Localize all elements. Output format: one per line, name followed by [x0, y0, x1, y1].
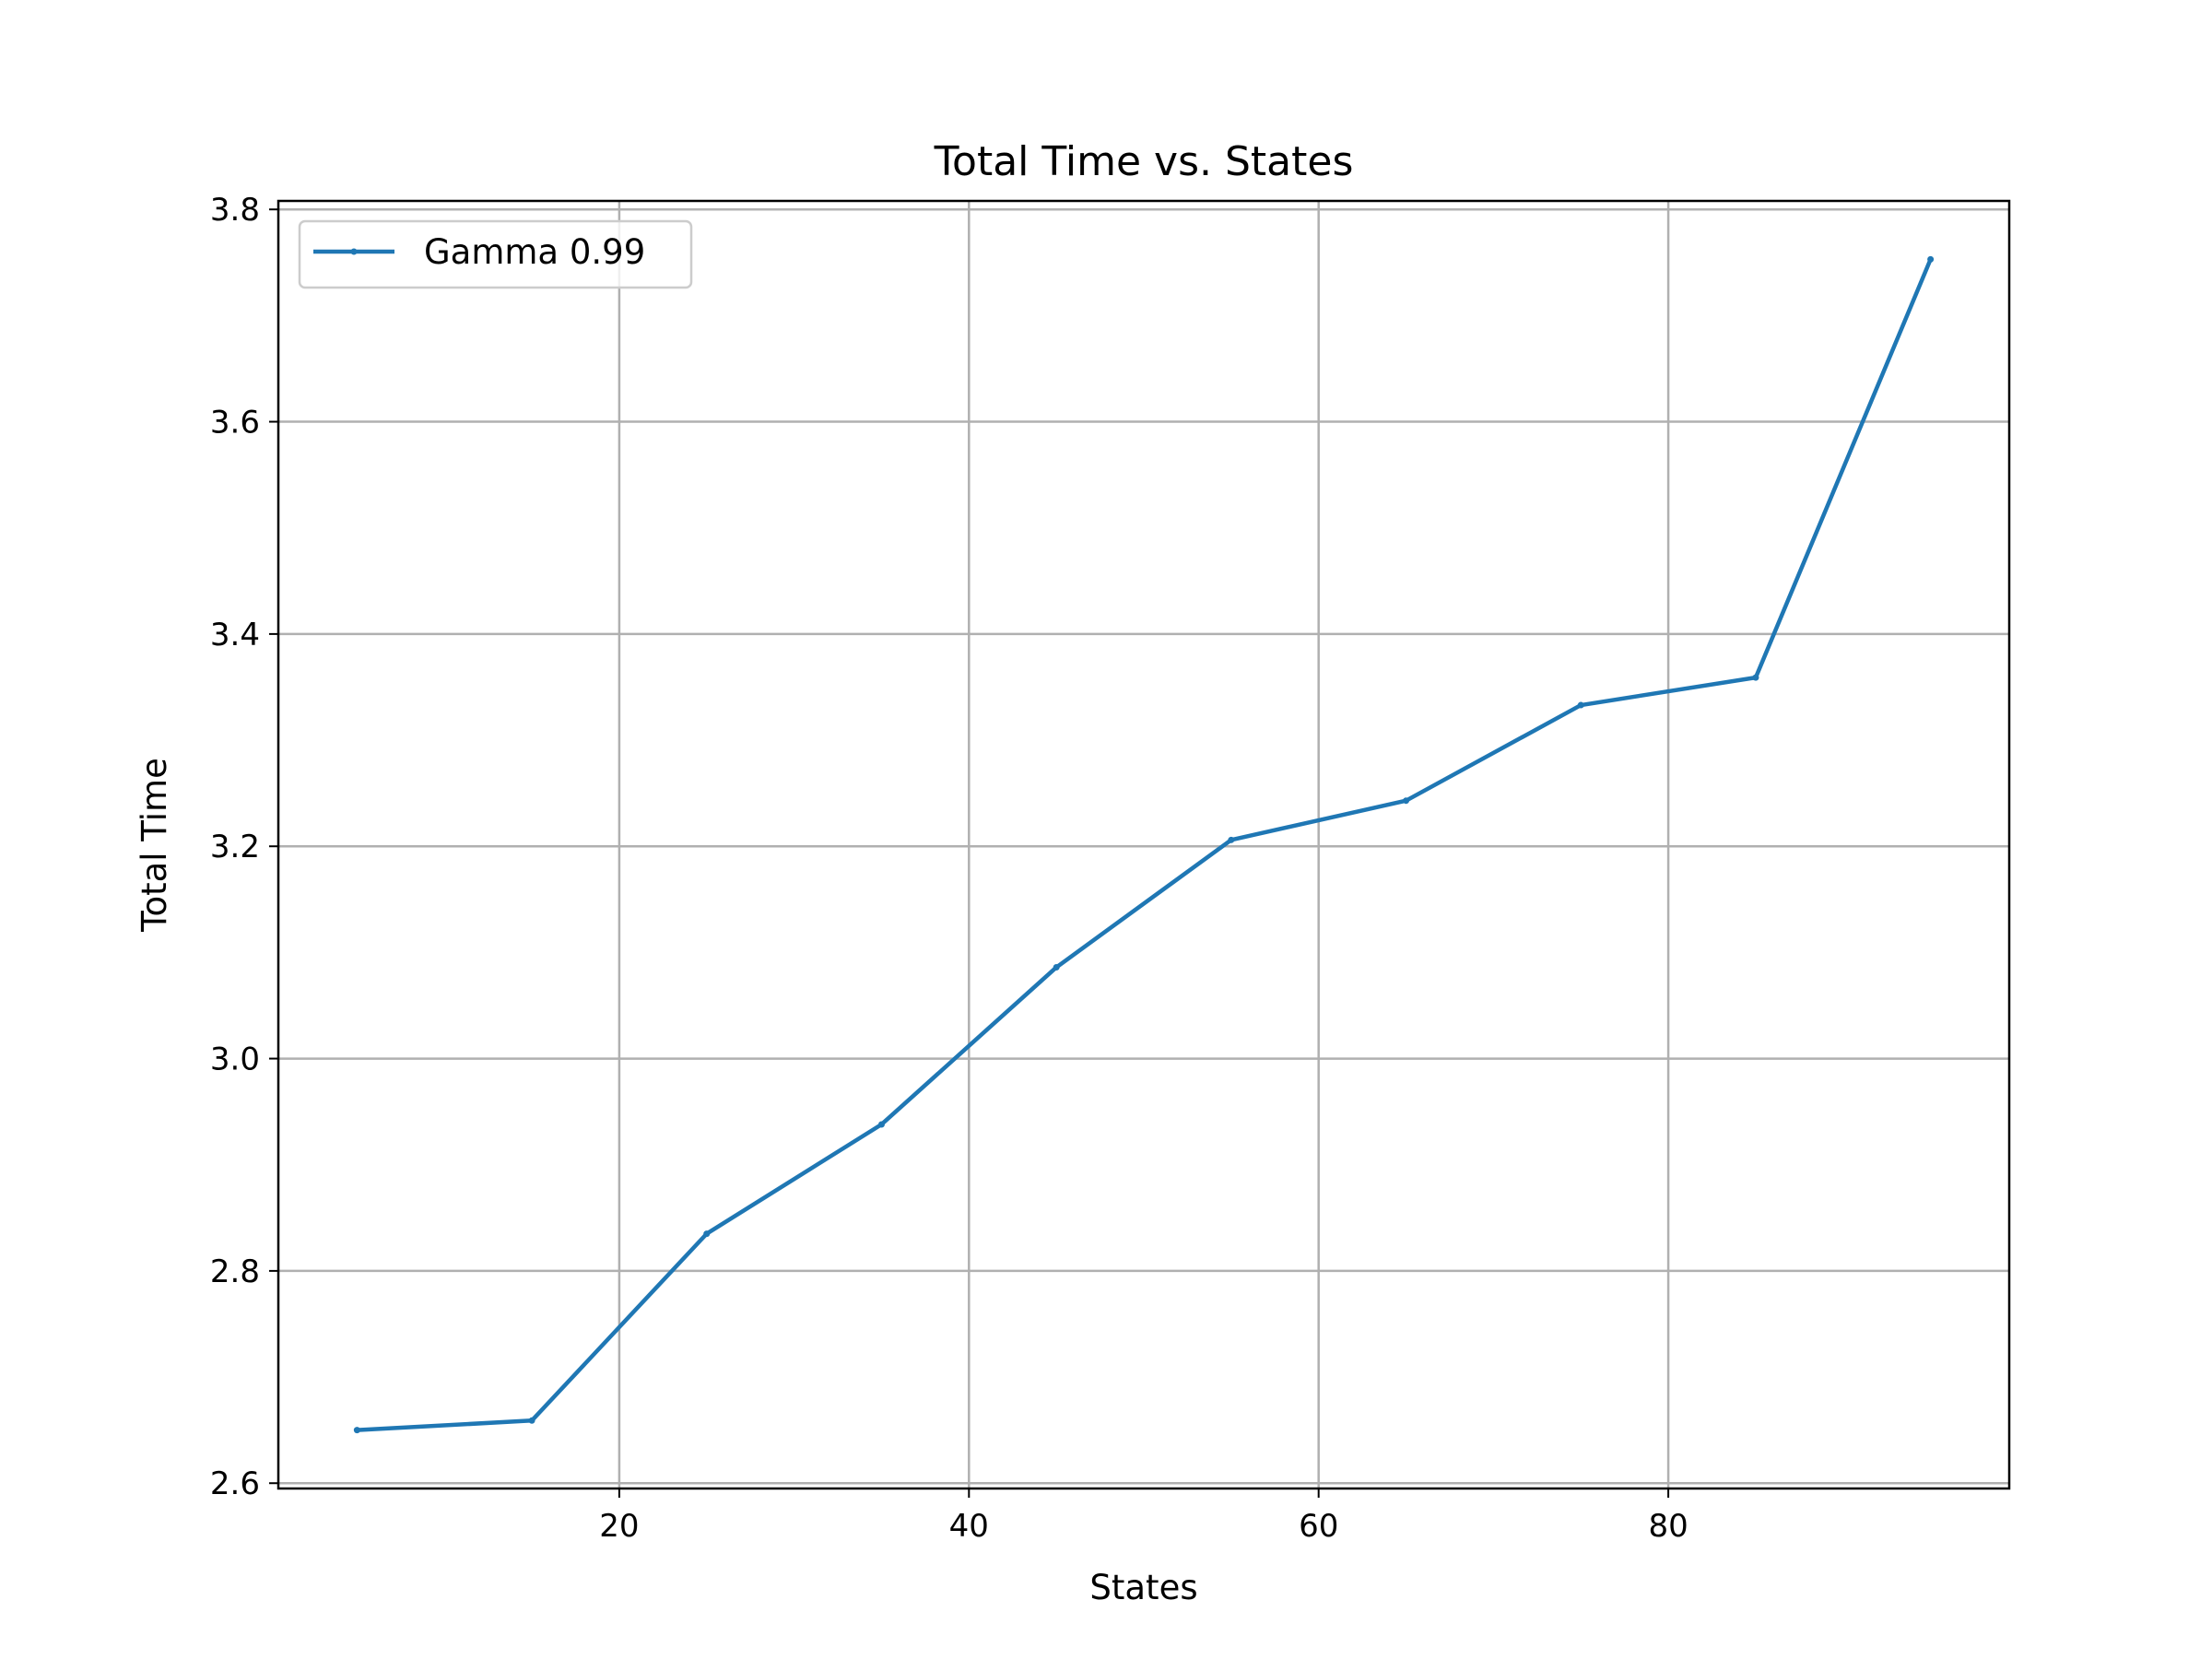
data-point — [1228, 836, 1235, 843]
x-tick-label: 80 — [1648, 1508, 1688, 1545]
y-axis-label: Total Time — [135, 758, 174, 933]
series-layer — [353, 255, 1935, 1434]
plot-frame — [276, 199, 2011, 1490]
legend-label: Gamma 0.99 — [424, 232, 645, 272]
data-point — [877, 1121, 885, 1128]
grid — [278, 201, 2009, 1488]
y-tick-label: 3.6 — [210, 405, 260, 441]
data-point — [1927, 255, 1935, 263]
legend: Gamma 0.99 — [298, 219, 693, 289]
data-point — [703, 1230, 711, 1238]
data-point — [353, 1427, 360, 1434]
x-tick-label: 40 — [949, 1508, 989, 1545]
y-tick-label: 3.2 — [210, 829, 260, 865]
x-tick-label: 20 — [599, 1508, 639, 1545]
data-point — [1577, 701, 1584, 709]
chart-title: Total Time vs. States — [934, 138, 1354, 185]
data-point — [1403, 797, 1410, 805]
data-point — [528, 1417, 535, 1424]
y-tick-label: 3.4 — [210, 617, 260, 653]
y-tick-label: 2.6 — [210, 1465, 260, 1502]
x-axis-label: States — [1089, 1568, 1197, 1607]
x-tick-label: 60 — [1299, 1508, 1338, 1545]
legend-box — [298, 219, 693, 289]
data-point — [1752, 674, 1759, 681]
series-line — [357, 258, 1933, 1432]
y-tick-label: 3.0 — [210, 1041, 260, 1078]
legend-marker — [350, 248, 358, 255]
ticks: 20 40 60 80 2.6 2.8 3.0 3.2 3.4 3.6 3.8 — [210, 192, 1688, 1545]
data-point — [1053, 964, 1060, 971]
y-tick-label: 3.8 — [210, 192, 260, 229]
y-tick-label: 2.8 — [210, 1253, 260, 1290]
